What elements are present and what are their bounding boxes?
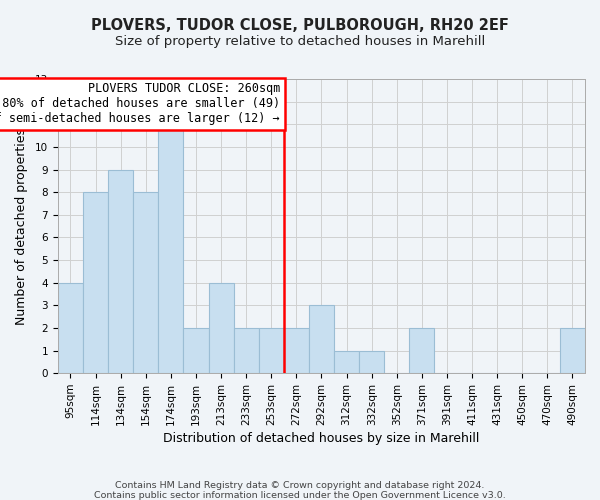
Text: Size of property relative to detached houses in Marehill: Size of property relative to detached ho…: [115, 35, 485, 48]
Text: PLOVERS, TUDOR CLOSE, PULBOROUGH, RH20 2EF: PLOVERS, TUDOR CLOSE, PULBOROUGH, RH20 2…: [91, 18, 509, 32]
Bar: [409, 328, 434, 373]
Y-axis label: Number of detached properties: Number of detached properties: [15, 128, 28, 324]
Bar: [309, 306, 334, 373]
Bar: [209, 282, 233, 373]
Bar: [158, 124, 184, 373]
Bar: [108, 170, 133, 373]
Bar: [359, 350, 384, 373]
Bar: [58, 282, 83, 373]
Text: Contains HM Land Registry data © Crown copyright and database right 2024.: Contains HM Land Registry data © Crown c…: [115, 481, 485, 490]
Text: Contains public sector information licensed under the Open Government Licence v3: Contains public sector information licen…: [94, 491, 506, 500]
Text: PLOVERS TUDOR CLOSE: 260sqm
← 80% of detached houses are smaller (49)
20% of sem: PLOVERS TUDOR CLOSE: 260sqm ← 80% of det…: [0, 82, 280, 126]
Bar: [560, 328, 585, 373]
Bar: [184, 328, 209, 373]
Bar: [259, 328, 284, 373]
Bar: [334, 350, 359, 373]
Bar: [284, 328, 309, 373]
Bar: [233, 328, 259, 373]
X-axis label: Distribution of detached houses by size in Marehill: Distribution of detached houses by size …: [163, 432, 479, 445]
Bar: [133, 192, 158, 373]
Bar: [83, 192, 108, 373]
